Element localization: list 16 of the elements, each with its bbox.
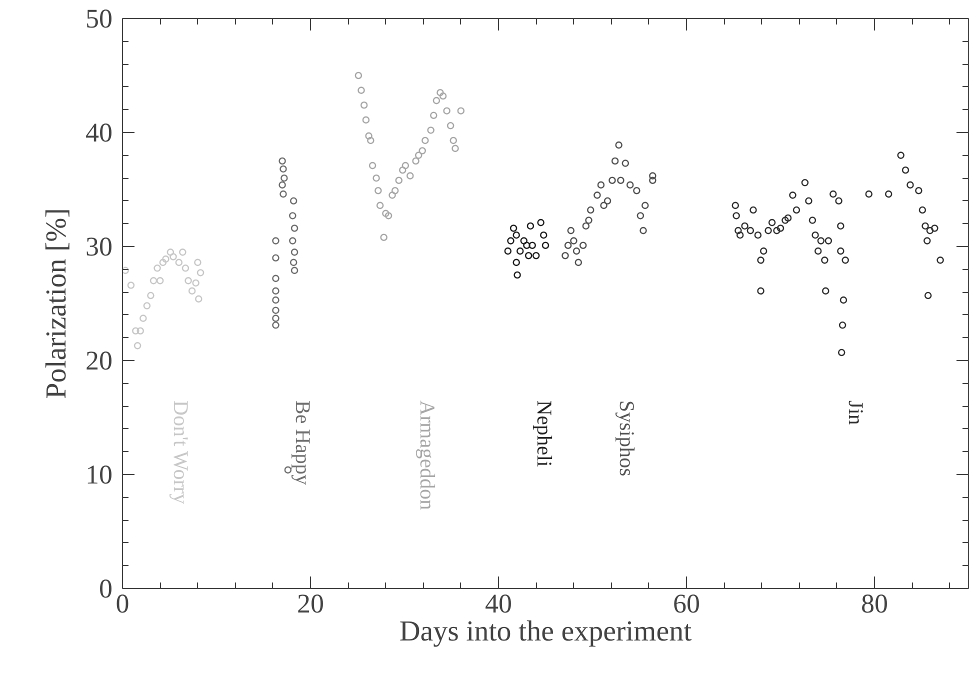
x-axis-title: Days into the experiment [399,616,692,648]
text: Armageddon [416,400,440,511]
x-tick-label: 60 [673,588,700,618]
y-tick-label: 30 [86,232,112,262]
y-tick-label: 20 [86,346,112,376]
y-tick-label: 40 [86,118,112,148]
x-tick-label: 80 [861,588,888,618]
y-tick-label: 10 [86,460,112,490]
text: Sysiphos [614,400,639,476]
x-tick-label: 20 [297,588,324,618]
x-tick-label: 40 [485,588,512,618]
text: Be Happy [291,400,316,486]
text: Jin [844,400,868,426]
y-axis-title: Polarization [%] [40,208,72,399]
y-tick-label: 50 [86,4,112,34]
text: Nepheli [532,400,557,468]
